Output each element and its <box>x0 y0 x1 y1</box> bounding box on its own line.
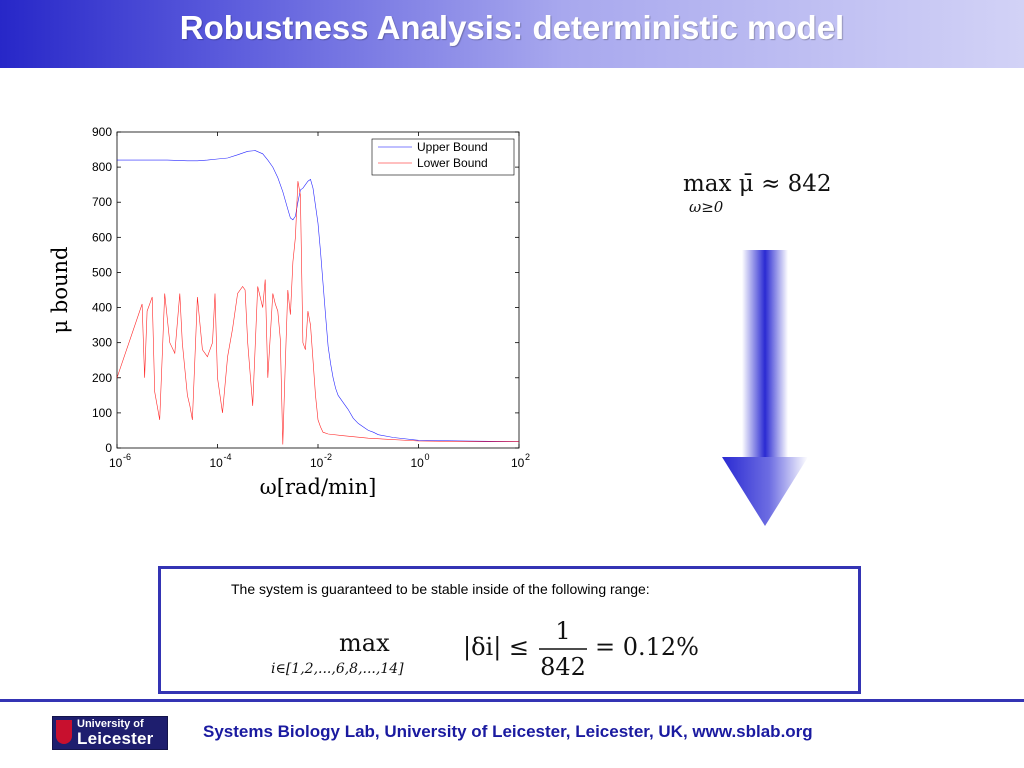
x-tick-label: 10 -4 <box>210 452 232 470</box>
eq-value: = 0.12% <box>595 633 699 661</box>
max-mu-equation-text: max μ̄ ≈ 842 <box>683 171 832 197</box>
max-mu-equation: max μ̄ ≈ 842 ω≥0 <box>683 171 832 216</box>
footer-divider <box>0 699 1024 702</box>
x-tick-label-exponent: 0 <box>425 452 430 462</box>
y-tick-label: 300 <box>92 336 112 350</box>
y-tick-label: 500 <box>92 265 112 279</box>
x-tick-label-base: 10 <box>210 456 224 470</box>
x-tick-label: 10 -2 <box>310 452 332 470</box>
y-tick-label: 800 <box>92 160 112 174</box>
y-tick-label: 400 <box>92 301 112 315</box>
x-tick-label-base: 10 <box>411 456 425 470</box>
footer-credit: Systems Biology Lab, University of Leice… <box>203 722 813 741</box>
result-caption: The system is guaranteed to be stable in… <box>231 581 650 597</box>
logo-line1: University of <box>77 718 144 730</box>
eq-max: max <box>339 629 390 657</box>
eq-index-set: i∈[1,2,...,6,8,...,14] <box>271 661 404 677</box>
x-tick-label-base: 10 <box>310 456 324 470</box>
y-tick-label: 200 <box>92 371 112 385</box>
eq-numerator: 1 <box>555 617 570 645</box>
legend-label: Lower Bound <box>417 156 488 170</box>
y-tick-label: 0 <box>105 441 112 455</box>
x-tick-label-exponent: -2 <box>324 452 332 462</box>
plot-area <box>116 131 520 449</box>
eq-delta: |δi| ≤ <box>463 633 529 662</box>
title-bar: Robustness Analysis: deterministic model <box>0 0 1024 68</box>
stability-result-box: The system is guaranteed to be stable in… <box>158 566 861 694</box>
x-tick-label-base: 10 <box>109 456 123 470</box>
x-tick-label: 10 2 <box>511 452 530 470</box>
legend-box <box>371 138 515 176</box>
chart-legend: Upper Bound Lower Bound <box>371 138 515 176</box>
y-tick-label: 700 <box>92 195 112 209</box>
down-arrow <box>722 250 808 526</box>
slide-title: Robustness Analysis: deterministic model <box>179 9 845 46</box>
x-tick-label: 10 0 <box>411 452 430 470</box>
y-tick-label: 100 <box>92 406 112 420</box>
y-tick-label: 600 <box>92 230 112 244</box>
x-tick-label-base: 10 <box>511 456 525 470</box>
logo-shield-icon <box>56 720 72 744</box>
legend-label: Upper Bound <box>417 140 488 154</box>
x-tick-label-exponent: 2 <box>525 452 530 462</box>
stability-equation: max i∈[1,2,...,6,8,...,14] |δi| ≤ 1 842 … <box>271 617 699 681</box>
x-tick-label: 10 -6 <box>109 452 131 470</box>
x-tick-label-exponent: -4 <box>224 452 232 462</box>
x-tick-label-exponent: -6 <box>123 452 131 462</box>
max-mu-subscript: ω≥0 <box>689 198 724 216</box>
university-logo: University of Leicester <box>52 716 168 750</box>
y-axis-label: μ bound <box>48 247 72 334</box>
logo-line2: Leicester <box>77 729 154 748</box>
x-axis-label: ω[rad/min] <box>260 475 377 499</box>
series-line-lower-bound <box>116 181 519 445</box>
y-tick-label: 900 <box>92 125 112 139</box>
series-line-upper-bound <box>117 150 520 442</box>
eq-denominator: 842 <box>540 653 586 681</box>
